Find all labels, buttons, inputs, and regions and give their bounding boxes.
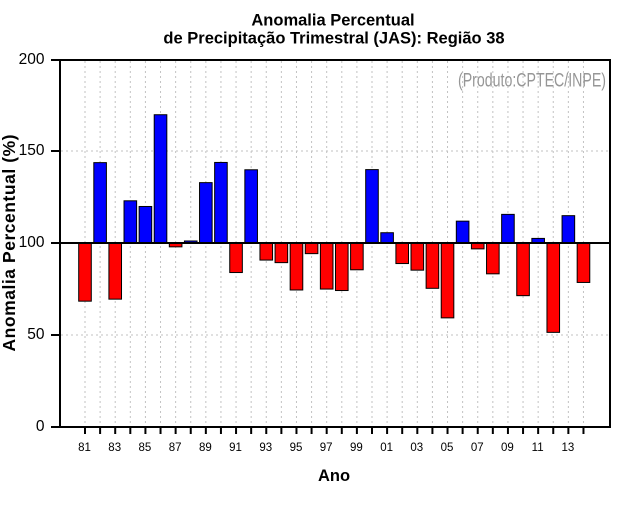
svg-text:0: 0 [36,418,45,435]
svg-text:100: 100 [19,234,45,251]
svg-text:09: 09 [501,442,514,454]
svg-text:50: 50 [27,326,45,343]
svg-text:95: 95 [290,442,303,454]
svg-text:87: 87 [169,442,182,454]
svg-text:11: 11 [532,442,544,454]
svg-text:Anomalia Percentual (%): Anomalia Percentual (%) [0,135,19,352]
svg-text:05: 05 [441,442,454,454]
svg-text:01: 01 [380,442,393,454]
svg-text:99: 99 [350,442,363,454]
svg-text:07: 07 [471,442,484,454]
svg-text:93: 93 [259,442,272,454]
svg-text:200: 200 [19,51,45,68]
svg-text:13: 13 [561,442,574,454]
svg-text:83: 83 [108,442,121,454]
svg-text:150: 150 [19,142,45,159]
svg-text:91: 91 [229,442,242,454]
svg-text:81: 81 [78,442,91,454]
svg-text:97: 97 [320,442,333,454]
svg-text:03: 03 [410,442,423,454]
svg-text:Anomalia Percentual: Anomalia Percentual [251,12,414,30]
svg-text:85: 85 [139,442,152,454]
svg-text:89: 89 [199,442,212,454]
svg-text:(Produto:CPTEC/INPE): (Produto:CPTEC/INPE) [458,71,606,92]
svg-text:Ano: Ano [318,467,350,485]
svg-text:de Precipitação Trimestral (JA: de Precipitação Trimestral (JAS): Região… [163,30,504,48]
